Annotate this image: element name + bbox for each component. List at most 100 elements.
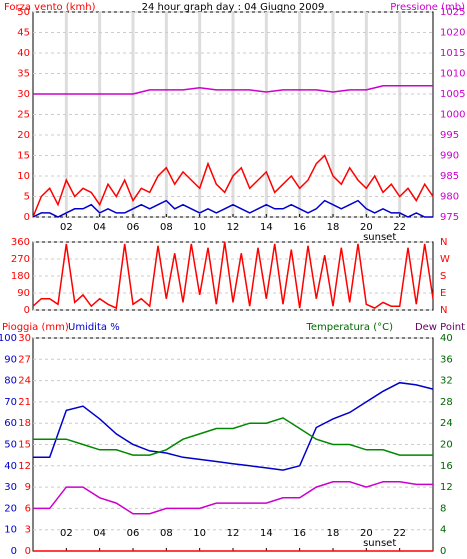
y-tick-label: 40 — [4, 461, 17, 472]
x-tick-label: 04 — [93, 222, 106, 233]
y-tick-label: 0 — [11, 546, 17, 557]
dew-point-label: Dew Point — [415, 322, 465, 333]
series-line — [33, 381, 434, 471]
y2-tick-label: 1000 — [440, 110, 465, 121]
series-line — [33, 85, 433, 95]
y3-tick-label: 24 — [18, 376, 31, 387]
y-tick-label: 60 — [4, 418, 17, 429]
y3-tick-label: 12 — [18, 461, 31, 472]
x-tick-label: 02 — [60, 528, 73, 539]
y2-axis-label: Pressione (mb) — [390, 2, 465, 13]
y3-axis-label: Pioggia (mm) — [2, 322, 69, 333]
x-tick-label: 12 — [227, 222, 240, 233]
x-tick-label: 18 — [327, 222, 340, 233]
y2-tick-label: 985 — [440, 171, 459, 182]
y-tick-label: 30 — [4, 482, 17, 493]
y-tick-label: 90 — [4, 354, 17, 365]
x-tick-label: 18 — [327, 528, 340, 539]
y2-tick-label: 12 — [440, 482, 453, 493]
x-tick-label: 04 — [93, 528, 106, 539]
series-line — [32, 154, 434, 218]
x-tick-label: 20 — [360, 222, 373, 233]
y-tick-label: 20 — [17, 130, 30, 141]
x-tick-label: 10 — [193, 528, 206, 539]
y2-tick-label: 980 — [440, 192, 459, 203]
y-tick-label: 10 — [4, 525, 17, 536]
y2-tick-label: 995 — [440, 130, 459, 141]
y-tick-label: 360 — [11, 237, 30, 248]
y3-tick-label: 30 — [18, 333, 31, 344]
y3-tick-label: 9 — [25, 482, 31, 493]
x-tick-label: 16 — [293, 528, 306, 539]
x-tick-label: 06 — [127, 528, 140, 539]
y3-tick-label: 6 — [25, 503, 31, 514]
y-tick-label: 5 — [24, 192, 30, 203]
y2-tick-label: 16 — [440, 461, 453, 472]
y2-tick-label: 975 — [440, 212, 459, 223]
y-tick-label: 50 — [17, 7, 30, 18]
series-line — [33, 417, 433, 456]
x-tick-label: 22 — [393, 528, 406, 539]
y3-tick-label: 27 — [18, 354, 31, 365]
x-tick-label: 10 — [193, 222, 206, 233]
chart-title: 24 hour graph day : 04 Giugno 2009 — [142, 2, 325, 13]
y-tick-label: 180 — [11, 271, 30, 282]
y3-tick-label: 21 — [18, 397, 31, 408]
y2-axis-label: Temperatura (°C) — [305, 322, 393, 333]
compass-label: W — [440, 254, 450, 265]
y-tick-label: 35 — [17, 69, 30, 80]
y2-tick-label: 1005 — [440, 89, 465, 100]
x-tick-label: 08 — [160, 528, 173, 539]
y-tick-label: 80 — [4, 376, 17, 387]
y3-tick-label: 18 — [18, 418, 31, 429]
y-tick-label: 30 — [17, 89, 30, 100]
compass-label: S — [440, 271, 446, 282]
compass-label: E — [440, 288, 446, 299]
y3-tick-label: 3 — [25, 525, 31, 536]
y-tick-label: 20 — [4, 503, 17, 514]
y2-tick-label: 1010 — [440, 69, 465, 80]
x-tick-label: 14 — [260, 222, 273, 233]
x-tick-label: 02 — [60, 222, 73, 233]
x-tick-label: 06 — [127, 222, 140, 233]
y2-tick-label: 28 — [440, 397, 453, 408]
y2-tick-label: 40 — [440, 333, 453, 344]
y2-tick-label: 24 — [440, 418, 453, 429]
x-tick-label: 08 — [160, 222, 173, 233]
compass-label: N — [440, 305, 447, 316]
y2-tick-label: 990 — [440, 151, 459, 162]
x-tick-label: 22 — [393, 222, 406, 233]
series-line — [32, 241, 434, 310]
compass-label: N — [440, 237, 447, 248]
y-axis-label: Forza vento (kmh) — [4, 2, 96, 13]
y3-tick-label: 0 — [25, 546, 31, 557]
y-tick-label: 270 — [11, 254, 30, 265]
x-tick-label: 20 — [360, 528, 373, 539]
y-tick-label: 25 — [17, 110, 30, 121]
series-line — [32, 199, 433, 218]
x-tick-label: 14 — [260, 528, 273, 539]
y-axis-label: Umidita % — [68, 322, 120, 333]
y-tick-label: 0 — [24, 212, 30, 223]
y2-tick-label: 1025 — [440, 7, 465, 18]
y2-tick-label: 1015 — [440, 48, 465, 59]
y2-tick-label: 0 — [440, 546, 446, 557]
y3-tick-label: 15 — [18, 440, 31, 451]
y-tick-label: 70 — [4, 397, 17, 408]
y-tick-label: 45 — [17, 28, 30, 39]
x-tick-label: 16 — [293, 222, 306, 233]
y-tick-label: 40 — [17, 48, 30, 59]
y2-tick-label: 1020 — [440, 28, 465, 39]
y2-tick-label: 4 — [440, 525, 446, 536]
y2-tick-label: 8 — [440, 503, 446, 514]
y-tick-label: 50 — [4, 440, 17, 451]
annotation: sunset — [363, 232, 396, 243]
y-tick-label: 10 — [17, 171, 30, 182]
series-line — [33, 481, 433, 515]
y-tick-label: 0 — [24, 305, 30, 316]
y2-tick-label: 32 — [440, 376, 453, 387]
y-tick-label: 100 — [0, 333, 17, 344]
y2-tick-label: 20 — [440, 440, 453, 451]
annotation: sunset — [363, 538, 396, 549]
